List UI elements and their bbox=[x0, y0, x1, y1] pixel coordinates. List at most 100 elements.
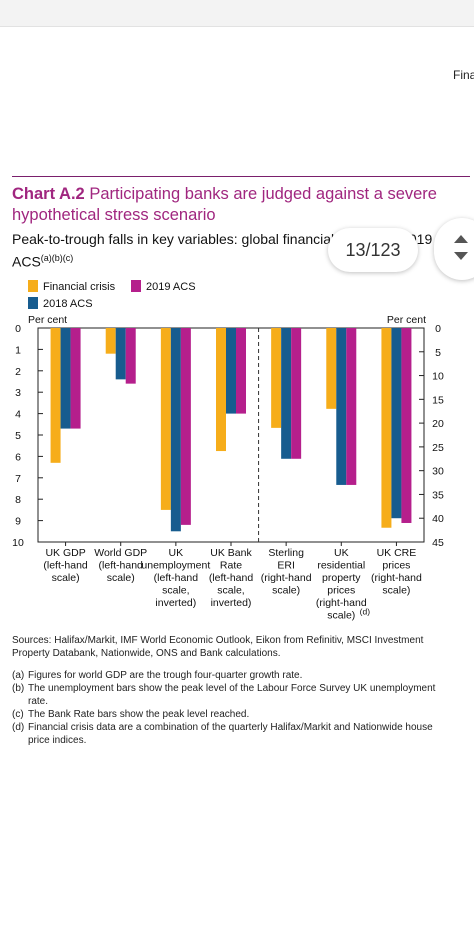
bar-acs-2018 bbox=[60, 328, 71, 429]
footnote: (a) Figures for world GDP are the trough … bbox=[12, 669, 452, 682]
bar-acs-2019 bbox=[401, 328, 412, 523]
category-label: inverted) bbox=[155, 597, 196, 609]
category-label: property bbox=[322, 572, 361, 584]
legend-swatch bbox=[28, 280, 38, 292]
chart-subtitle: Peak-to-trough falls in key variables: g… bbox=[12, 230, 442, 272]
arrow-up-icon[interactable] bbox=[454, 235, 468, 243]
category-label: UK CRE bbox=[377, 547, 417, 559]
bar-acs-2018 bbox=[170, 328, 181, 532]
footnote-key: (a) bbox=[12, 670, 25, 681]
right-axis-label: Per cent bbox=[387, 314, 426, 326]
left-tick-label: 1 bbox=[15, 344, 21, 356]
page-nav-button[interactable] bbox=[434, 218, 474, 280]
left-tick-label: 8 bbox=[15, 494, 21, 506]
category-label: scale) bbox=[327, 610, 355, 622]
bar-financial-crisis bbox=[216, 328, 226, 452]
category-label: (right-hand bbox=[316, 597, 367, 609]
category-label: (right-hand bbox=[371, 572, 422, 584]
right-tick-label: 25 bbox=[432, 442, 444, 454]
category-label: Rate bbox=[220, 560, 242, 572]
bar-acs-2019 bbox=[125, 328, 136, 384]
header-text: Fina bbox=[453, 68, 474, 82]
bar-acs-2018 bbox=[281, 328, 292, 459]
bar-acs-2019 bbox=[236, 328, 246, 414]
right-tick-label: 35 bbox=[432, 489, 444, 501]
right-tick-label: 10 bbox=[432, 371, 444, 383]
left-tick-label: 4 bbox=[15, 409, 21, 421]
page-indicator[interactable]: 13/123 bbox=[328, 228, 418, 272]
category-label: ERI bbox=[277, 560, 295, 572]
right-tick-label: 0 bbox=[435, 323, 441, 335]
left-tick-label: 6 bbox=[15, 451, 21, 463]
chart-title-text: Participating banks are judged against a… bbox=[12, 185, 437, 224]
left-tick-label: 7 bbox=[15, 473, 21, 485]
category-label: UK bbox=[334, 547, 349, 559]
category-label: (left-hand bbox=[209, 572, 254, 584]
bar-financial-crisis bbox=[50, 328, 61, 463]
subtitle-text: Peak-to-trough falls in key variables: g… bbox=[12, 231, 433, 270]
category-label: Sterling bbox=[268, 547, 304, 559]
category-label: scale) bbox=[107, 572, 135, 584]
left-tick-label: 9 bbox=[15, 516, 21, 528]
right-tick-label: 40 bbox=[432, 513, 444, 525]
category-label: scale, bbox=[162, 585, 189, 597]
footnote-key: (d) bbox=[12, 722, 25, 733]
footnote-text: The Bank Rate bars show the peak level r… bbox=[28, 709, 250, 720]
legend-label: 2018 ACS bbox=[43, 298, 93, 310]
arrow-down-icon[interactable] bbox=[454, 252, 468, 260]
category-label: UK Bank bbox=[210, 547, 252, 559]
category-label: residential bbox=[317, 560, 365, 572]
footnote-text: The unemployment bars show the peak leve… bbox=[28, 683, 436, 707]
chart-title: Chart A.2 Participating banks are judged… bbox=[12, 184, 452, 226]
bar-financial-crisis bbox=[105, 328, 116, 354]
subtitle-notes: (a)(b)(c) bbox=[40, 253, 74, 263]
legend-swatch bbox=[28, 297, 38, 309]
bar-acs-2019 bbox=[291, 328, 302, 459]
bar-acs-2019 bbox=[180, 328, 191, 525]
left-tick-label: 10 bbox=[12, 537, 24, 549]
left-axis-label: Per cent bbox=[28, 314, 67, 326]
footnote-key: (c) bbox=[12, 709, 24, 720]
footnote-text: Financial crisis data are a combination … bbox=[28, 722, 433, 746]
category-label: scale) bbox=[272, 585, 300, 597]
bar-financial-crisis bbox=[271, 328, 282, 428]
category-label: prices bbox=[382, 560, 410, 572]
legend-label: Financial crisis bbox=[43, 281, 116, 293]
bar-acs-2018 bbox=[226, 328, 236, 414]
category-label: UK bbox=[169, 547, 184, 559]
category-label: (left-hand bbox=[99, 560, 144, 572]
chart: Financial crisis 2019 ACS 2018 ACS Per cent… bbox=[12, 280, 444, 622]
title-rule bbox=[12, 176, 470, 177]
bar-financial-crisis bbox=[160, 328, 171, 510]
footnote-text: Figures for world GDP are the trough fou… bbox=[28, 670, 303, 681]
footnote: (c) The Bank Rate bars show the peak leve… bbox=[12, 708, 452, 721]
bar-acs-2018 bbox=[336, 328, 347, 485]
bar-acs-2018 bbox=[391, 328, 402, 519]
chart-number: Chart A.2 bbox=[12, 185, 85, 203]
left-tick-label: 5 bbox=[15, 430, 21, 442]
page-number: 13/123 bbox=[345, 239, 401, 260]
chart-notes: Sources: Halifax/Markit, IMF World Econo… bbox=[12, 634, 452, 747]
category-label: scale, bbox=[217, 585, 244, 597]
bar-financial-crisis bbox=[326, 328, 337, 409]
footnote-key: (b) bbox=[12, 683, 25, 694]
footnote: (b) The unemployment bars show the peak l… bbox=[12, 682, 452, 708]
category-note: (d) bbox=[360, 607, 371, 617]
right-tick-label: 5 bbox=[435, 347, 441, 359]
legend-swatch bbox=[131, 280, 141, 292]
left-tick-label: 2 bbox=[15, 366, 21, 378]
sources-text: Sources: Halifax/Markit, IMF World Econo… bbox=[12, 635, 424, 659]
right-tick-label: 45 bbox=[432, 537, 444, 549]
left-tick-label: 0 bbox=[15, 323, 21, 335]
category-label: (left-hand bbox=[43, 560, 88, 572]
category-label: scale) bbox=[382, 585, 410, 597]
legend-label: 2019 ACS bbox=[146, 281, 196, 293]
category-label: prices bbox=[327, 585, 355, 597]
category-label: (right-hand bbox=[261, 572, 312, 584]
browser-top-bar bbox=[0, 0, 474, 27]
category-label: unemployment bbox=[141, 560, 210, 572]
footnotes: (a) Figures for world GDP are the trough … bbox=[12, 669, 452, 747]
bar-financial-crisis bbox=[381, 328, 392, 528]
category-label: World GDP bbox=[94, 547, 147, 559]
category-label: scale) bbox=[52, 572, 80, 584]
